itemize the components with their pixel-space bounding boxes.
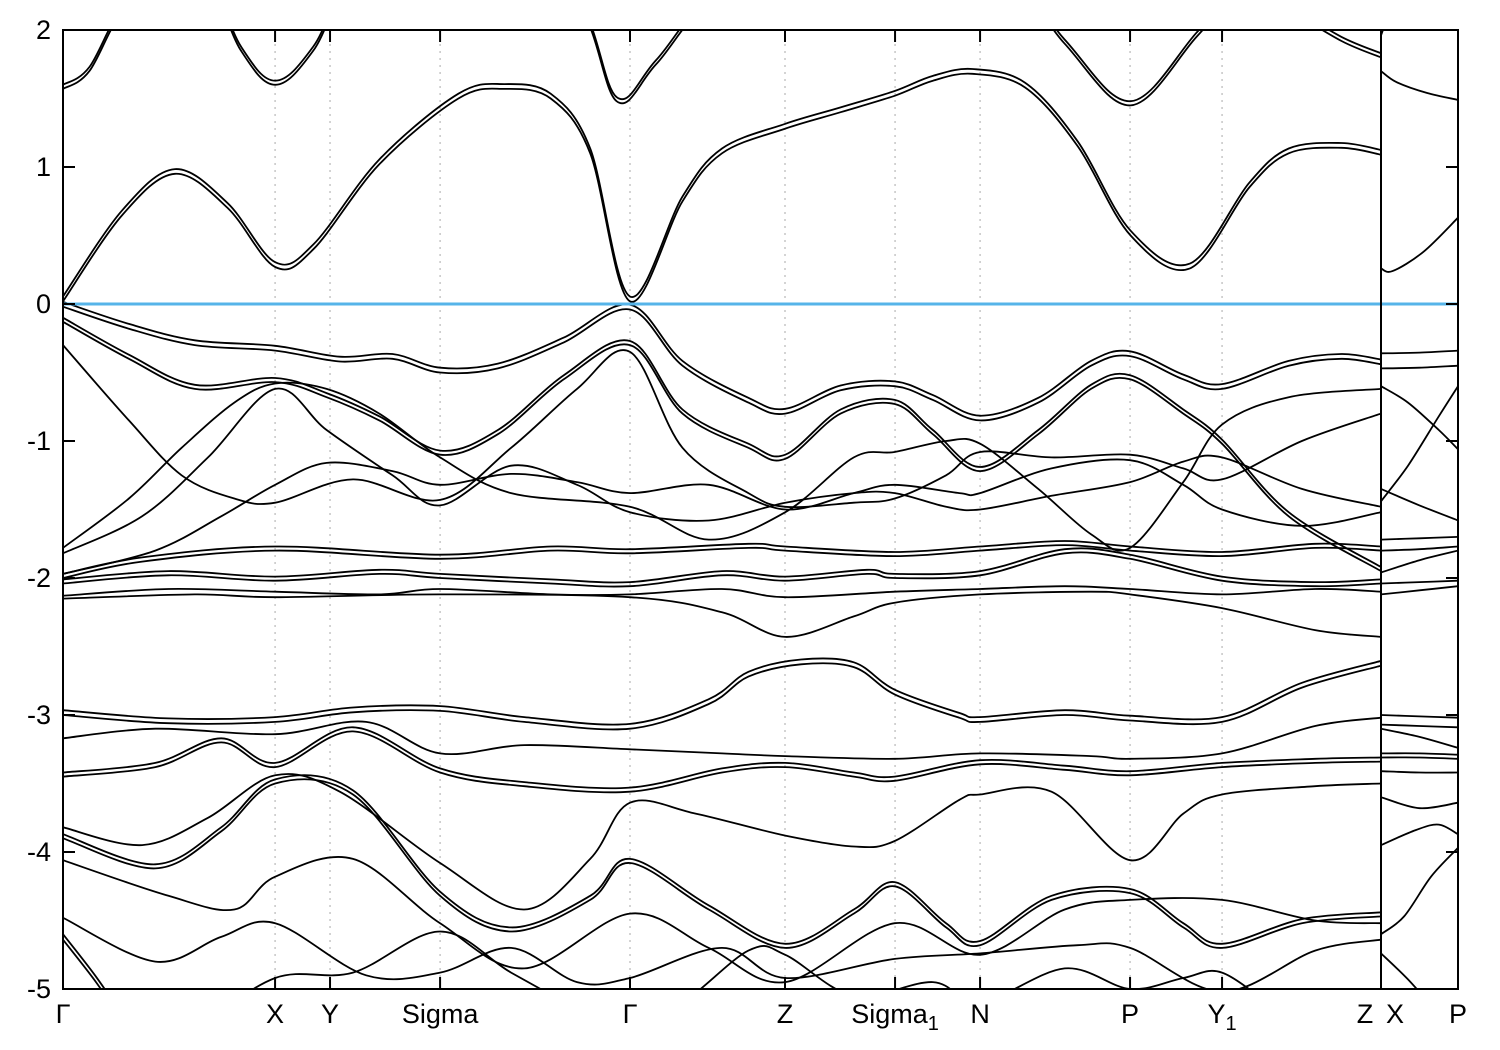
- band-curve-partner: [63, 726, 1381, 790]
- band-curve: [1381, 847, 1458, 935]
- band-curve-partner: [63, 316, 1381, 568]
- band-curve-partner: [63, 657, 1381, 726]
- band-curve: [1381, 770, 1458, 774]
- kpoint-label: Y: [321, 999, 339, 1029]
- band-curve: [63, 305, 1381, 422]
- band-curve-partner: [63, 933, 106, 989]
- band-curve: [251, 930, 543, 989]
- kpoint-label: P: [1121, 999, 1139, 1029]
- band-curve: [1381, 727, 1458, 749]
- band-curve: [1381, 217, 1458, 273]
- panel-border-right: [1380, 29, 1459, 990]
- band-curve-partner: [63, 30, 1201, 103]
- band-curve: [1381, 536, 1458, 541]
- band-curve: [1381, 952, 1418, 989]
- band-curve: [63, 544, 1381, 579]
- band-curve: [63, 916, 1381, 989]
- band-curve: [1381, 385, 1458, 502]
- kpoint-label: Γ: [623, 999, 638, 1029]
- kpoint-label: X: [266, 999, 284, 1029]
- y-tick-label: -5: [27, 974, 51, 1004]
- band-curve-partner: [1381, 752, 1458, 756]
- kpoint-label: Sigma: [402, 999, 480, 1029]
- band-curve: [63, 778, 1381, 949]
- band-curve: [1381, 488, 1458, 522]
- band-curve: [1381, 723, 1458, 729]
- band-curve: [63, 458, 1381, 575]
- band-curve: [1381, 549, 1458, 574]
- band-curve: [63, 551, 1381, 588]
- y-tick-label: -2: [27, 563, 51, 593]
- band-curve-partner: [63, 301, 1381, 417]
- y-tick-label: -1: [27, 426, 51, 456]
- kpoint-label: N: [970, 999, 990, 1029]
- band-curve: [1381, 30, 1384, 36]
- y-tick-label: 2: [36, 15, 51, 45]
- kpoint-label: P: [1449, 999, 1467, 1029]
- band-curve: [1381, 364, 1458, 370]
- kpoint-label: Z: [777, 999, 794, 1029]
- band-curve: [1381, 349, 1458, 355]
- y-tick-label: -4: [27, 837, 51, 867]
- band-curve: [63, 381, 1381, 552]
- band-curve: [1381, 714, 1458, 719]
- kpoint-label: Z: [1357, 999, 1374, 1029]
- band-curve: [1381, 545, 1458, 552]
- band-curve: [63, 662, 1381, 731]
- band-curve: [63, 72, 1381, 303]
- kpoint-label-subscript: 1: [1225, 1013, 1236, 1035]
- y-tick-label: -3: [27, 700, 51, 730]
- kpoint-label-subscript: 1: [928, 1013, 939, 1035]
- band-curve: [63, 730, 1381, 794]
- band-curves-main: [63, 30, 1381, 989]
- band-curve: [1381, 823, 1458, 846]
- band-curve: [63, 856, 1381, 984]
- band-curve: [63, 716, 1381, 760]
- band-curve: [611, 945, 1251, 989]
- band-curve: [1381, 585, 1458, 596]
- band-curve: [1381, 70, 1458, 101]
- band-curve: [1381, 579, 1458, 585]
- axes-layer: [62, 29, 1459, 990]
- band-curve-partner: [63, 540, 1381, 575]
- band-curve: [63, 321, 1381, 572]
- band-curve: [63, 939, 102, 989]
- band-curve-partner: [63, 774, 1381, 945]
- y-tick-label: 0: [36, 289, 51, 319]
- band-curve: [63, 773, 1381, 911]
- band-curve-partner: [63, 67, 1381, 298]
- band-curve: [63, 30, 1204, 107]
- band-curve: [63, 344, 1381, 509]
- band-curve: [1320, 30, 1381, 59]
- y-tick-label: 1: [36, 152, 51, 182]
- kpoint-label: Γ: [56, 999, 71, 1029]
- band-curve: [63, 387, 1381, 555]
- band-curve-partner: [1327, 30, 1381, 55]
- kpoint-label: X: [1386, 999, 1404, 1029]
- band-curve: [63, 590, 1381, 638]
- band-curves-right: [1381, 30, 1458, 989]
- band-curve: [1381, 756, 1458, 760]
- band-curve-partner: [63, 547, 1381, 584]
- bands-layer: [63, 30, 1458, 989]
- band-curve: [63, 585, 1381, 599]
- band-curve: [1381, 796, 1458, 810]
